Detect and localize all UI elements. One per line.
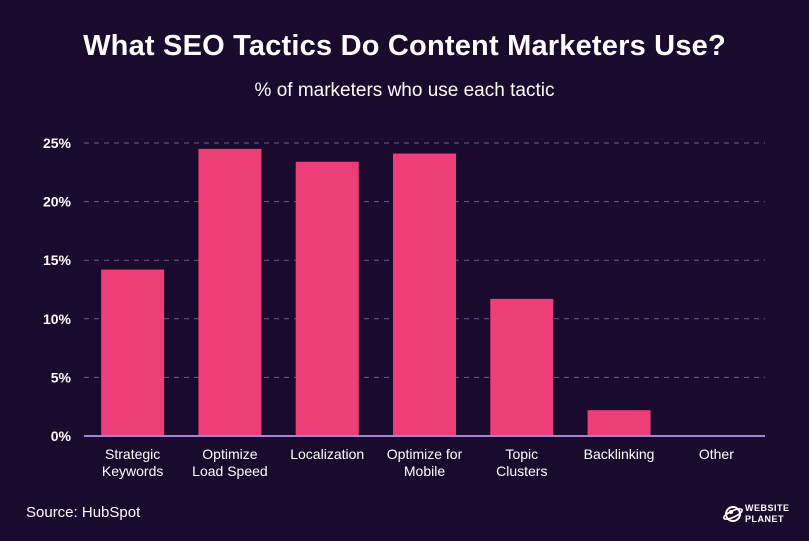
source-note: Source: HubSpot — [26, 504, 141, 521]
logo-line-2: PLANET — [745, 514, 784, 524]
chart-title: What SEO Tactics Do Content Marketers Us… — [83, 30, 726, 62]
y-tick-label: 25% — [43, 135, 72, 151]
website-planet-logo: WEBSITE PLANET — [723, 500, 795, 530]
y-tick-label: 0% — [51, 428, 72, 444]
x-tick-label: Topic Clusters — [496, 446, 547, 479]
bar — [490, 298, 554, 436]
bar — [198, 148, 262, 437]
x-tick-label: Optimize Load Speed — [192, 446, 268, 479]
chart-subtitle: % of marketers who use each tactic — [254, 80, 555, 101]
x-tick-label: Other — [699, 446, 734, 462]
logo-line-1: WEBSITE — [745, 503, 790, 513]
x-tick-label: Backlinking — [584, 446, 655, 462]
bar — [393, 153, 456, 436]
x-tick-label: Optimize for Mobile — [387, 446, 463, 479]
bar — [587, 410, 651, 436]
x-tick-label: Localization — [290, 446, 364, 462]
y-tick-label: 15% — [43, 252, 72, 268]
tick-labels: 0% 5% 10% 15% 20% 25% Strategic Keywords Optimiz… — [43, 135, 734, 479]
y-tick-label: 20% — [43, 194, 72, 210]
planet-icon — [723, 506, 743, 522]
x-tick-label: Strategic Keywords — [102, 446, 163, 479]
y-tick-label: 5% — [51, 369, 72, 385]
bar — [295, 161, 359, 436]
y-tick-label: 10% — [43, 311, 72, 327]
bars — [101, 148, 651, 437]
bar — [101, 269, 165, 436]
